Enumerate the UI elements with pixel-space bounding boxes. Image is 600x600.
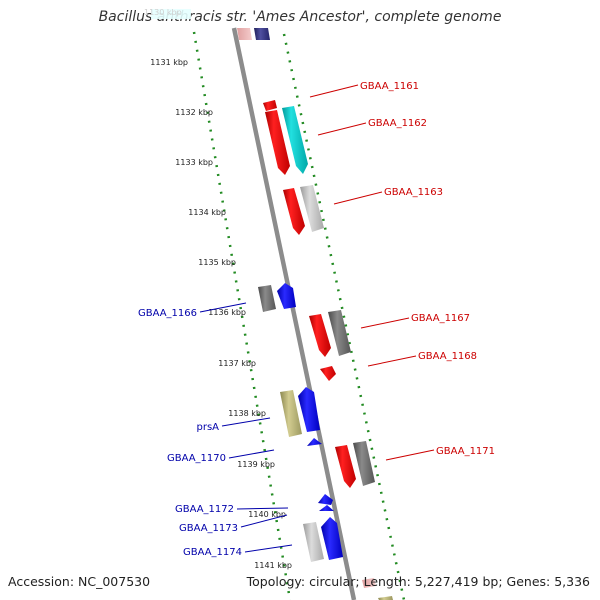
label-leader <box>221 417 271 427</box>
gene-arrow <box>298 387 320 432</box>
gene-arrow <box>277 283 296 309</box>
label-leader <box>199 302 247 313</box>
gene-label-gbaa-1171[interactable]: GBAA_1171 <box>436 446 495 457</box>
gene-label-gbaa-1170[interactable]: GBAA_1170 <box>167 453 226 464</box>
label-leader <box>244 544 293 553</box>
label-leader <box>333 191 383 205</box>
reverse-strand-guide <box>192 31 292 600</box>
gene-label-gbaa-1161[interactable]: GBAA_1161 <box>360 81 419 92</box>
gene-arrow <box>307 438 322 446</box>
gene-label-gbaa-1168[interactable]: GBAA_1168 <box>418 351 477 362</box>
scale-label: 1131 kbp <box>150 58 188 67</box>
scale-label: 1132 kbp <box>175 108 213 117</box>
gene-arrow <box>378 596 393 600</box>
gene-arrow <box>319 505 334 511</box>
top-scale-label: 1130 kbp <box>144 8 182 17</box>
gene-label-gbaa-1172[interactable]: GBAA_1172 <box>175 504 234 515</box>
scale-label: 1134 kbp <box>188 208 226 217</box>
gene-arrow <box>265 110 290 175</box>
scale-label: 1139 kbp <box>237 460 275 469</box>
label-leader <box>228 449 275 459</box>
scale-label: 1135 kbp <box>198 258 236 267</box>
genome-backbone <box>231 27 357 600</box>
gene-label-gbaa-1166[interactable]: GBAA_1166 <box>138 308 197 319</box>
scale-label: 1137 kbp <box>218 359 256 368</box>
gene-label-gbaa-1162[interactable]: GBAA_1162 <box>368 118 427 129</box>
label-leader <box>385 449 435 461</box>
gene-arrow <box>254 28 270 40</box>
gene-arrow <box>328 310 351 356</box>
map-title: Bacillus anthracis str. 'Ames Ancestor',… <box>98 9 502 25</box>
label-leader <box>360 317 410 329</box>
gene-arrow <box>300 185 324 232</box>
scale-label: 1141 kbp <box>254 561 292 570</box>
accession-label: Accession: NC_007530 <box>8 574 151 589</box>
label-leader <box>317 122 367 136</box>
gene-arrow <box>320 366 336 381</box>
gene-arrow <box>258 285 276 312</box>
label-leader <box>309 84 359 98</box>
genome-summary: Topology: circular; Length: 5,227,419 bp… <box>246 574 590 589</box>
gene-arrow <box>318 494 333 505</box>
label-leader <box>236 507 289 510</box>
gene-arrow <box>151 9 191 19</box>
label-leader <box>240 514 288 528</box>
forward-strand-guide <box>282 33 406 600</box>
scale-label: 1136 kbp <box>208 308 246 317</box>
gene-arrow <box>237 28 252 40</box>
gene-arrow <box>362 578 376 588</box>
gene-arrow <box>283 188 305 235</box>
scale-label: 1133 kbp <box>175 158 213 167</box>
label-leader <box>367 355 417 367</box>
gene-arrow <box>263 100 277 111</box>
gene-label-gbaa-1163[interactable]: GBAA_1163 <box>384 187 443 198</box>
gene-label-gbaa-1167[interactable]: GBAA_1167 <box>411 313 470 324</box>
scale-labels: 1131 kbp 1132 kbp 1133 kbp 1134 kbp 1135… <box>150 58 292 570</box>
gene-arrow <box>321 517 343 560</box>
scale-label: 1140 kbp <box>248 510 286 519</box>
gene-arrow <box>280 390 302 437</box>
scale-label: 1138 kbp <box>228 409 266 418</box>
gene-label-gbaa-1174[interactable]: GBAA_1174 <box>183 547 242 558</box>
gene-arrow <box>353 441 375 486</box>
gene-label-prsa[interactable]: prsA <box>196 422 219 433</box>
gene-arrow <box>303 522 324 562</box>
gene-arrow <box>282 106 308 174</box>
gene-arrow <box>309 314 331 357</box>
gene-arrow <box>335 445 356 488</box>
gene-label-gbaa-1173[interactable]: GBAA_1173 <box>179 523 238 534</box>
